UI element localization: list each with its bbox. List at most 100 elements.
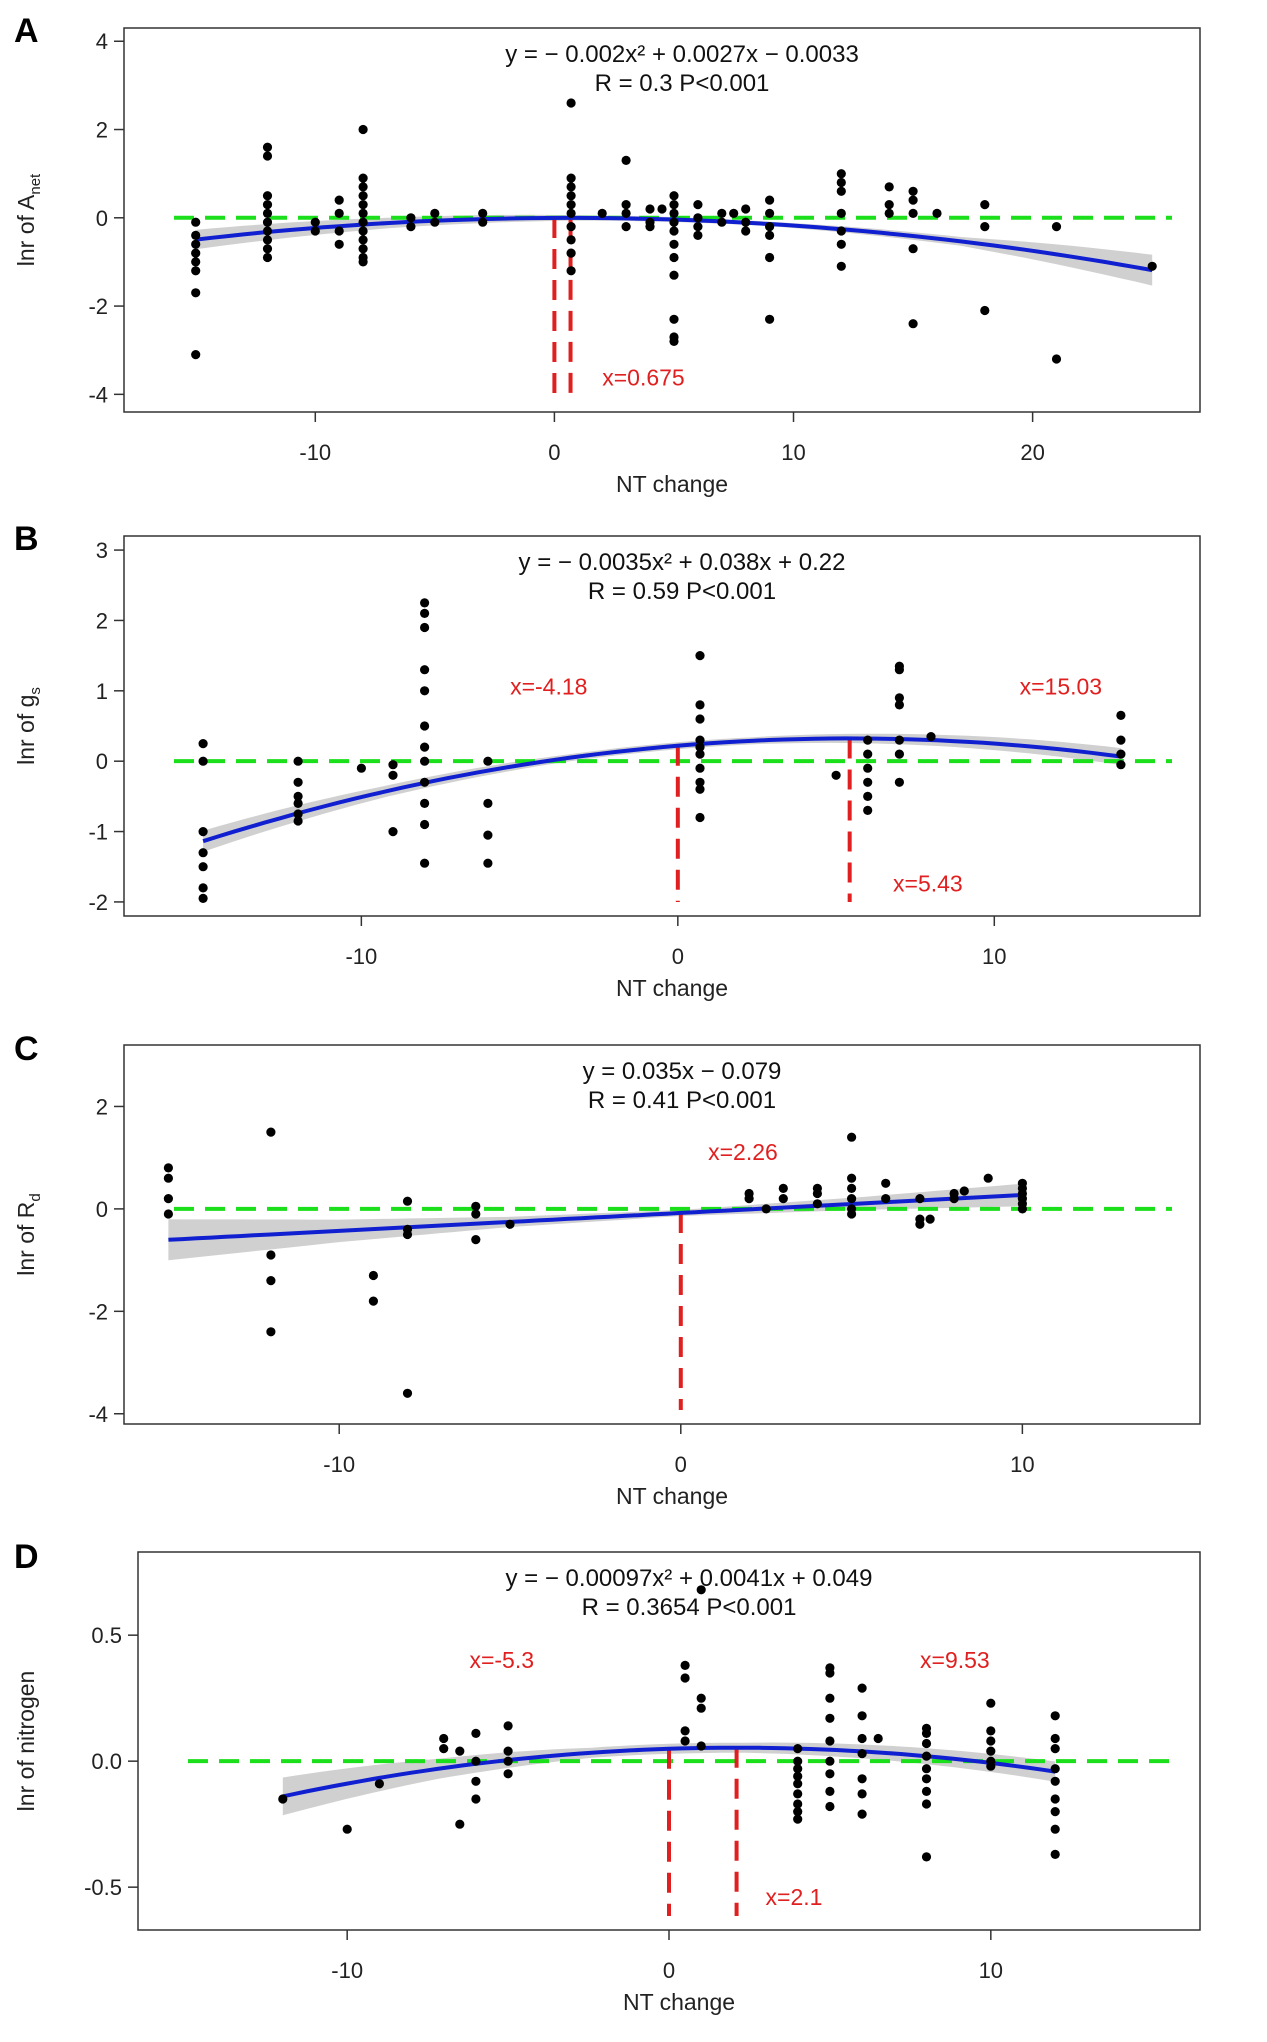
y-axis-label-subscript: d	[27, 1193, 44, 1201]
threshold-annotation: x=2.26	[708, 1139, 778, 1165]
data-point	[420, 665, 430, 675]
threshold-annotation: x=0.675	[602, 365, 685, 391]
data-point	[1051, 354, 1062, 364]
data-point	[191, 248, 201, 258]
data-point	[986, 1746, 996, 1756]
confidence-band	[168, 1183, 1023, 1261]
data-point	[921, 1751, 932, 1761]
data-point	[884, 182, 894, 192]
data-point	[334, 208, 344, 218]
data-point	[836, 239, 846, 249]
data-point	[388, 760, 398, 770]
data-point	[695, 700, 705, 710]
threshold-annotation: x=5.43	[893, 870, 963, 896]
data-point	[932, 208, 942, 218]
data-point	[566, 208, 576, 218]
data-point	[334, 239, 344, 249]
panel-label: C	[14, 1030, 39, 1068]
data-point	[863, 749, 873, 759]
data-point	[1050, 1744, 1060, 1754]
data-point	[566, 235, 576, 245]
data-point	[262, 226, 273, 236]
data-point	[836, 177, 846, 188]
data-point	[455, 1819, 465, 1829]
x-tick-label: 0	[672, 944, 684, 969]
data-point	[669, 217, 679, 227]
data-point	[503, 1756, 513, 1766]
data-point	[356, 763, 366, 773]
data-point	[334, 195, 344, 205]
plot-frame	[123, 1044, 1201, 1425]
y-tick-label: -2	[88, 294, 108, 319]
fit-equation: y = − 0.002x² + 0.0027x − 0.0033	[505, 41, 859, 68]
y-tick-label: -1	[88, 820, 108, 845]
fit-equation: y = − 0.0035x² + 0.038x + 0.22	[519, 549, 846, 576]
data-point	[406, 213, 416, 223]
data-point	[847, 1194, 857, 1204]
data-point	[358, 124, 368, 135]
y-tick-label: 2	[96, 608, 108, 633]
data-point	[439, 1733, 449, 1744]
confidence-band	[203, 733, 1121, 852]
data-point	[908, 208, 918, 218]
data-point	[1050, 1794, 1060, 1804]
data-point	[471, 1235, 481, 1245]
data-point	[812, 1199, 823, 1209]
data-point	[669, 252, 679, 263]
panel-label: D	[14, 1538, 39, 1576]
confidence-band	[195, 214, 1153, 286]
data-point	[921, 1786, 932, 1796]
data-point	[693, 200, 703, 210]
data-point	[793, 1799, 803, 1809]
data-point	[388, 827, 398, 837]
data-point	[420, 598, 430, 608]
threshold-annotation: x=2.1	[766, 1884, 823, 1910]
data-point	[863, 791, 873, 802]
data-point	[198, 862, 208, 872]
x-tick-label: 0	[675, 1452, 687, 1477]
x-tick-label: -10	[331, 1958, 363, 1983]
data-point	[483, 798, 493, 809]
panel-label: A	[14, 12, 39, 50]
data-point	[374, 1779, 384, 1789]
y-axis-label: lnr of Rd	[13, 1193, 44, 1275]
data-point	[836, 186, 846, 196]
data-point	[310, 217, 320, 227]
data-point	[695, 777, 705, 787]
data-point	[986, 1761, 996, 1771]
data-point	[505, 1219, 515, 1229]
data-point	[198, 827, 208, 837]
data-point	[894, 665, 905, 675]
data-point	[566, 191, 576, 201]
data-point	[825, 1769, 835, 1779]
data-point	[847, 1209, 857, 1219]
x-axis-label: NT change	[623, 1989, 735, 2015]
data-point	[191, 266, 201, 276]
data-point	[621, 200, 631, 210]
data-point	[278, 1794, 288, 1804]
data-point	[825, 1693, 835, 1703]
data-point	[986, 1698, 996, 1708]
data-point	[1050, 1764, 1060, 1774]
x-tick-label: -10	[299, 440, 331, 465]
data-point	[695, 784, 705, 794]
x-tick-label: -10	[323, 1452, 355, 1477]
data-point	[566, 266, 576, 276]
x-tick-label: 10	[979, 1958, 1003, 1983]
data-point	[262, 217, 273, 227]
data-point	[693, 222, 703, 232]
fit-statistics: R = 0.3 P<0.001	[595, 70, 770, 97]
data-point	[847, 1173, 857, 1183]
data-point	[680, 1726, 690, 1736]
data-point	[163, 1173, 173, 1183]
data-point	[198, 893, 208, 904]
data-point	[566, 200, 576, 210]
data-point	[857, 1789, 867, 1799]
data-point	[262, 191, 273, 201]
data-point	[266, 1327, 276, 1337]
data-point	[262, 244, 273, 254]
chart-panel-a: A -4 -2 0 2 4 -10 0 10 20 NT change lnr of Anet y = …	[13, 12, 1201, 497]
data-point	[921, 1728, 932, 1738]
data-point	[793, 1771, 803, 1781]
